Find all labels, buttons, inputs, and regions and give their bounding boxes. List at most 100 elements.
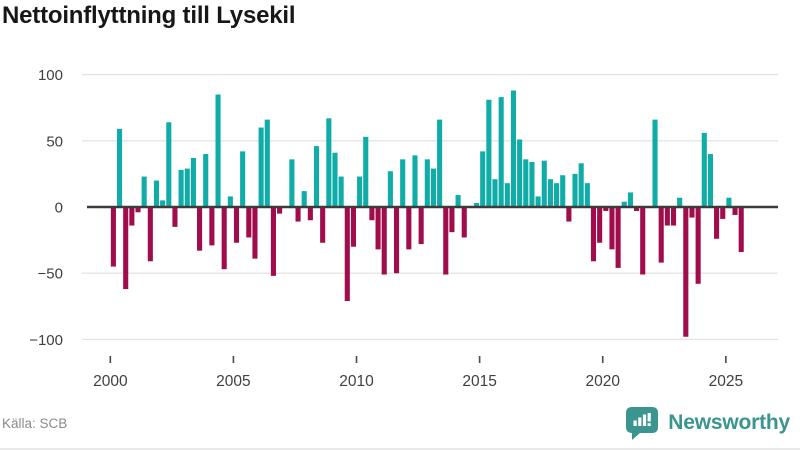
bar-2013q1 bbox=[430, 168, 437, 207]
bar-2008q1 bbox=[307, 207, 313, 221]
y-tick-label-0: 0 bbox=[55, 200, 63, 217]
bar-2010q2 bbox=[363, 136, 369, 207]
bar-2023q3 bbox=[689, 207, 695, 218]
bar-2017q2 bbox=[535, 196, 541, 207]
bar-2009q1 bbox=[332, 152, 338, 207]
bar-2010q4 bbox=[375, 207, 381, 250]
bar-2019q2 bbox=[584, 183, 590, 207]
x-tick-label-2000: 2000 bbox=[93, 373, 128, 390]
bar-2008q2 bbox=[313, 146, 320, 207]
bar-2019q1 bbox=[578, 163, 584, 207]
bar-2023q4 bbox=[695, 207, 701, 284]
source-label: Källa: SCB bbox=[2, 415, 68, 431]
bar-2012q2 bbox=[412, 155, 418, 207]
bar-2025q3 bbox=[738, 207, 744, 253]
bar-2023q1 bbox=[677, 197, 683, 207]
bar-2003q1 bbox=[184, 168, 190, 207]
bar-2021q2 bbox=[634, 207, 640, 211]
bar-2011q3 bbox=[393, 207, 400, 274]
bar-2023q2 bbox=[683, 207, 689, 337]
bar-2024q4 bbox=[720, 207, 726, 219]
bar-2022q3 bbox=[664, 207, 670, 226]
bar-2000q2 bbox=[117, 128, 123, 207]
bar-2022q1 bbox=[652, 119, 658, 207]
bar-2018q2 bbox=[560, 175, 566, 207]
bar-2001q4 bbox=[153, 180, 160, 207]
bar-2011q2 bbox=[387, 171, 393, 207]
bar-2021q1 bbox=[627, 192, 633, 207]
bar-2020q3 bbox=[615, 207, 621, 268]
bar-2020q2 bbox=[609, 207, 615, 250]
x-tick-label-2015: 2015 bbox=[462, 373, 496, 390]
bar-2000q4 bbox=[129, 207, 135, 226]
bar-2004q2 bbox=[215, 94, 221, 207]
bar-2022q2 bbox=[658, 207, 664, 263]
bar-2013q4 bbox=[449, 207, 455, 233]
bar-2005q4 bbox=[252, 207, 258, 259]
bar-2024q2 bbox=[707, 154, 713, 207]
bar-2018q4 bbox=[572, 173, 578, 207]
bar-2022q4 bbox=[670, 207, 677, 226]
bar-2018q3 bbox=[566, 207, 572, 222]
bar-2015q3 bbox=[492, 179, 498, 207]
bar-2019q4 bbox=[597, 207, 603, 243]
bar-2020q1 bbox=[603, 207, 609, 211]
bar-2006q4 bbox=[277, 207, 283, 214]
bar-2000q1 bbox=[110, 207, 116, 267]
chart-area: 100 50 0 −50 −100 2000 2005 2010 2015 2020 2025 bbox=[29, 67, 778, 390]
bar-2015q2 bbox=[486, 99, 492, 207]
newsworthy-speech-bubble-bar-chart-icon bbox=[626, 407, 659, 440]
page-title: Nettoinflyttning till Lysekil bbox=[2, 2, 296, 29]
bar-2016q1 bbox=[504, 183, 510, 207]
bar-2024q1 bbox=[701, 132, 707, 207]
y-tick-label-50: 50 bbox=[46, 133, 63, 150]
bar-2003q2 bbox=[190, 158, 196, 207]
bar-2006q1 bbox=[258, 127, 264, 207]
bar-2009q3 bbox=[344, 207, 350, 301]
bar-2024q3 bbox=[714, 207, 720, 239]
bar-2009q2 bbox=[338, 176, 344, 207]
bar-2014q4 bbox=[474, 203, 480, 207]
bar-2020q4 bbox=[621, 201, 627, 207]
bar-2008q3 bbox=[320, 207, 326, 243]
bar-2002q3 bbox=[172, 207, 178, 227]
bar-2002q4 bbox=[178, 169, 184, 207]
x-tick-label-2005: 2005 bbox=[216, 373, 250, 390]
bar-2025q1 bbox=[726, 197, 732, 207]
y-tick-label-100: 100 bbox=[38, 67, 63, 84]
newsworthy-logo[interactable]: Newsworthy bbox=[624, 405, 790, 441]
bar-2004q4 bbox=[227, 196, 233, 207]
bar-2004q1 bbox=[209, 207, 215, 246]
bar-2017q4 bbox=[547, 179, 553, 207]
bar-2016q2 bbox=[510, 90, 517, 207]
bar-2021q3 bbox=[640, 207, 646, 275]
bar-2001q3 bbox=[147, 207, 153, 262]
migration-bar-chart: 100 50 0 −50 −100 2000 2005 2010 2015 2020 2025 bbox=[29, 67, 778, 390]
bar-2012q4 bbox=[424, 159, 430, 207]
x-tick-label-2020: 2020 bbox=[585, 373, 620, 390]
footer: Källa: SCB Newsworthy bbox=[0, 402, 800, 444]
bar-2007q3 bbox=[295, 207, 301, 222]
y-tick-label--100: −100 bbox=[29, 332, 63, 349]
bar-2010q1 bbox=[357, 176, 363, 207]
bar-2015q1 bbox=[480, 151, 486, 207]
bar-2002q1 bbox=[160, 200, 166, 207]
bar-2003q3 bbox=[197, 207, 203, 251]
bar-2016q4 bbox=[523, 159, 529, 207]
x-tick-label-2010: 2010 bbox=[339, 373, 374, 390]
bar-2004q3 bbox=[221, 207, 227, 270]
bar-2005q1 bbox=[233, 207, 240, 243]
bar-2017q1 bbox=[529, 161, 535, 207]
bar-2011q1 bbox=[381, 207, 387, 275]
bar-2014q1 bbox=[455, 195, 461, 207]
x-tick-label-2025: 2025 bbox=[709, 373, 743, 390]
bar-2005q3 bbox=[246, 207, 252, 238]
bar-2006q2 bbox=[264, 119, 270, 207]
bar-2003q4 bbox=[203, 154, 209, 207]
bar-2005q2 bbox=[240, 151, 246, 207]
bar-2015q4 bbox=[498, 97, 504, 207]
newsworthy-wordmark: Newsworthy bbox=[668, 411, 790, 434]
bar-2012q3 bbox=[418, 207, 424, 245]
bar-2013q2 bbox=[437, 119, 443, 207]
